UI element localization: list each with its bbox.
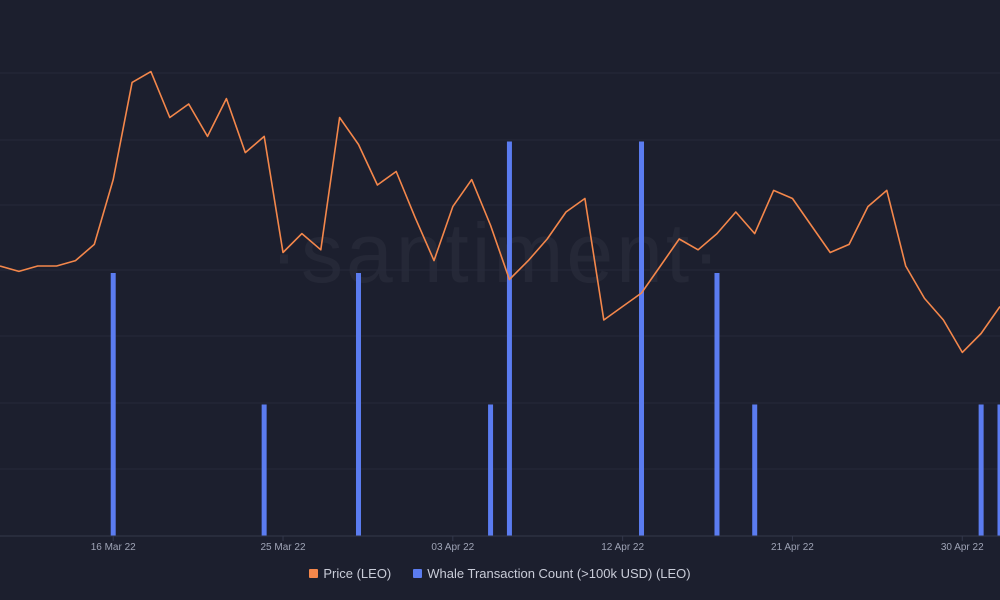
x-tick-label: 12 Apr 22 [601, 542, 644, 553]
whale-bar[interactable] [997, 404, 1000, 537]
price-line-layer [0, 70, 1000, 354]
x-tick-label: 25 Mar 22 [261, 542, 306, 553]
santiment-watermark: ·santiment· [270, 205, 723, 302]
whale-bar[interactable] [506, 141, 512, 537]
whale-bar[interactable] [488, 404, 494, 537]
x-axis-ticks: 16 Mar 22 25 Mar 22 03 Apr 22 12 Apr 22 21 A… [91, 536, 984, 553]
x-tick-label: 16 Mar 22 [91, 542, 136, 553]
legend-item-price[interactable]: Price (LEO) [309, 566, 391, 581]
grid-lines [0, 72, 1000, 470]
whale-bar[interactable] [978, 404, 984, 537]
whale-bar[interactable] [261, 404, 267, 537]
whale-swatch-icon [413, 569, 423, 578]
whale-bars [110, 141, 1000, 537]
price-line[interactable] [0, 70, 1000, 354]
legend: Price (LEO) Whale Transaction Count (>10… [0, 566, 1000, 581]
whale-bar[interactable] [714, 273, 720, 536]
price-swatch-icon [309, 569, 319, 578]
whale-bar[interactable] [110, 273, 116, 536]
whale-bar[interactable] [639, 141, 645, 537]
legend-label-price: Price (LEO) [323, 566, 392, 581]
legend-label-whale: Whale Transaction Count (>100k USD) (LEO… [427, 566, 691, 581]
x-tick-label: 03 Apr 22 [431, 542, 474, 553]
x-tick-label: 21 Apr 22 [771, 542, 814, 553]
legend-item-whale[interactable]: Whale Transaction Count (>100k USD) (LEO… [413, 566, 691, 581]
whale-bar[interactable] [752, 404, 758, 537]
x-tick-label: 30 Apr 22 [941, 542, 984, 553]
whale-bar[interactable] [355, 273, 361, 536]
